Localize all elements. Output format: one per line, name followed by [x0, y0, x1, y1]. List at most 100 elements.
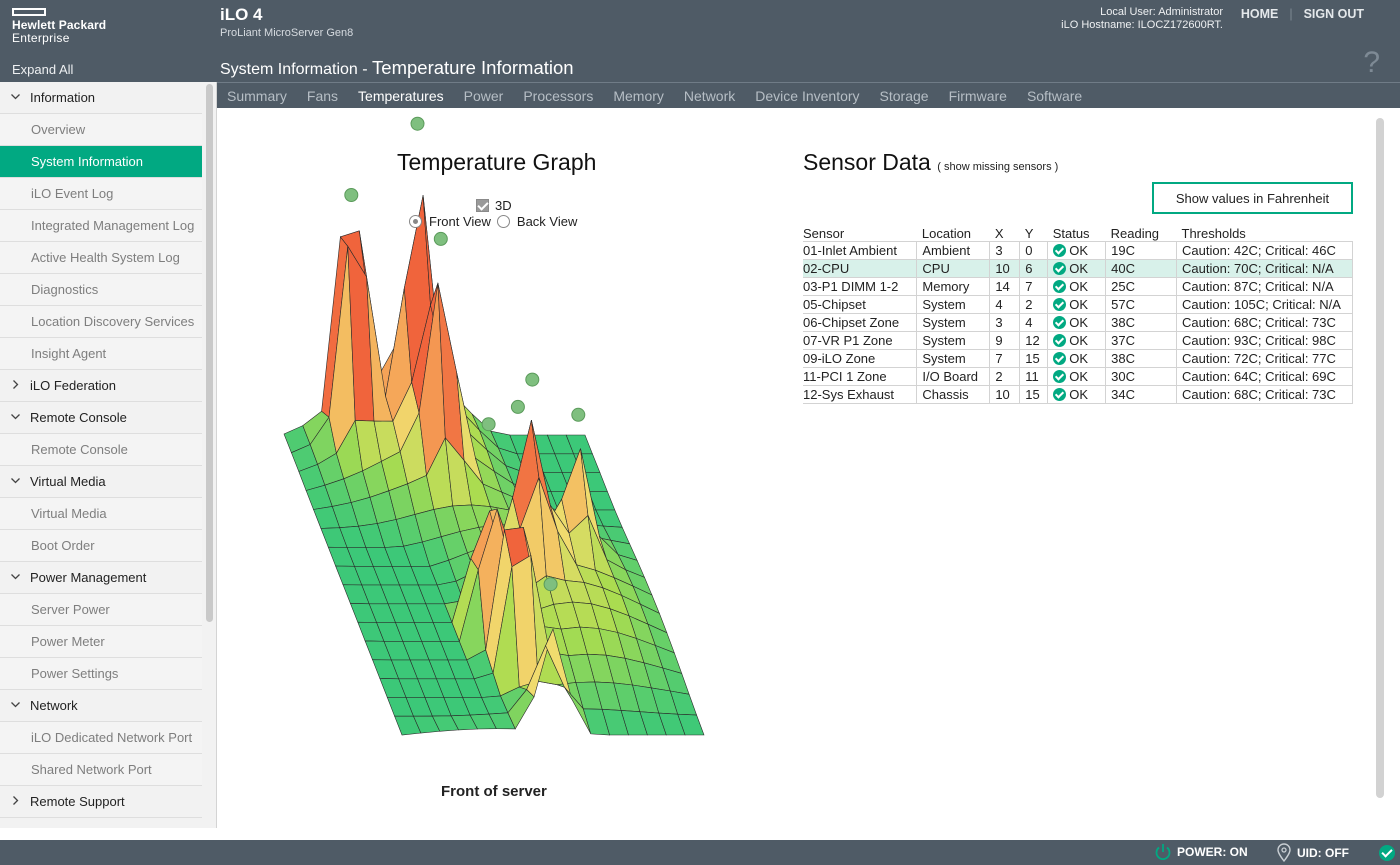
tab-firmware[interactable]: Firmware — [948, 88, 1007, 104]
surface-mesh — [283, 195, 705, 736]
column-header-sensor[interactable]: Sensor — [803, 226, 845, 241]
checkbox-3d[interactable] — [476, 199, 489, 212]
status-text: OK — [1069, 333, 1088, 348]
top-links: HOME | SIGN OUT — [1241, 7, 1364, 21]
sensor-row[interactable]: 05-Chipset System 4 2 OK 57C Caution: 105C; Cr… — [803, 295, 1353, 314]
sensor-marker[interactable] — [410, 116, 425, 131]
sidebar-item-active-health-system-log[interactable]: Active Health System Log — [0, 242, 202, 274]
sidebar-label: Overview — [31, 122, 86, 137]
radio-back-view[interactable] — [496, 215, 510, 228]
column-header-status[interactable]: Status — [1052, 226, 1090, 241]
column-header-thresholds[interactable]: Thresholds — [1181, 226, 1246, 241]
sidebar-item-system-information[interactable]: System Information — [0, 146, 202, 178]
sidebar-label: iLO Dedicated Network Port — [31, 730, 193, 745]
sidebar-section-information[interactable]: Information — [0, 82, 202, 114]
sign-out-link[interactable]: SIGN OUT — [1303, 7, 1364, 21]
sidebar-section-administration[interactable]: Administration — [0, 818, 202, 828]
sidebar-item-server-power[interactable]: Server Power — [0, 594, 202, 626]
column-header-y[interactable]: Y — [1024, 226, 1034, 241]
sensor-row[interactable]: 09-iLO Zone System 7 15 OK 38C Caution: 72C; C… — [803, 349, 1353, 368]
tab-processors[interactable]: Processors — [523, 88, 594, 104]
tab-power[interactable]: Power — [463, 88, 504, 104]
sidebar-item-overview[interactable]: Overview — [0, 114, 202, 146]
chevron-down-icon[interactable] — [10, 827, 22, 828]
health-ok-icon[interactable] — [1379, 845, 1395, 861]
sensor-cell-x: 14 — [989, 277, 1021, 296]
sidebar-item-power-meter[interactable]: Power Meter — [0, 626, 202, 658]
column-header-location[interactable]: Location — [921, 226, 972, 241]
sidebar-item-insight-agent[interactable]: Insight Agent — [0, 338, 202, 370]
column-header-reading[interactable]: Reading — [1110, 226, 1160, 241]
chevron-down-icon[interactable] — [10, 571, 22, 583]
sensor-marker[interactable] — [543, 577, 558, 592]
sensor-marker[interactable] — [344, 188, 359, 202]
status-text: OK — [1069, 387, 1088, 402]
sensor-row[interactable]: 01-Inlet Ambient Ambient 3 0 OK 19C Caution: 4… — [803, 241, 1353, 260]
main-scrollbar[interactable] — [1376, 118, 1384, 798]
sidebar-section-virtual-media[interactable]: Virtual Media — [0, 466, 202, 498]
tab-software[interactable]: Software — [1026, 88, 1083, 104]
uid-status[interactable]: UID: OFF — [1276, 843, 1349, 862]
sidebar-item-boot-order[interactable]: Boot Order — [0, 530, 202, 562]
chevron-down-icon[interactable] — [10, 411, 22, 423]
sidebar-item-virtual-media[interactable]: Virtual Media — [0, 498, 202, 530]
chevron-down-icon[interactable] — [10, 699, 22, 711]
sidebar-item-ilo-dedicated-network-port[interactable]: iLO Dedicated Network Port — [0, 722, 202, 754]
tab-fans[interactable]: Fans — [306, 88, 339, 104]
chevron-right-icon[interactable] — [10, 379, 22, 391]
sensor-row[interactable]: 06-Chipset Zone System 3 4 OK 38C Caution: 68C… — [803, 313, 1353, 332]
sidebar-section-remote-support[interactable]: Remote Support — [0, 786, 202, 818]
sidebar-section-ilo-federation[interactable]: iLO Federation — [0, 370, 202, 402]
sensor-marker[interactable] — [433, 231, 448, 246]
sensor-row[interactable]: 12-Sys Exhaust Chassis 10 15 OK 34C Caution: 6… — [803, 385, 1353, 404]
sidebar-item-remote-console[interactable]: Remote Console — [0, 434, 202, 466]
chevron-down-icon[interactable] — [10, 475, 22, 487]
help-icon[interactable]: ? — [1363, 46, 1380, 79]
option-3d[interactable]: 3D — [476, 198, 512, 213]
sensor-cell-location: Memory — [916, 277, 991, 296]
column-header-x[interactable]: X — [994, 226, 1004, 241]
show-missing-sensors-link[interactable]: ( show missing sensors ) — [937, 161, 1059, 173]
sensor-cell-sensor: 05-Chipset — [803, 295, 918, 314]
expand-all-link[interactable]: Expand All — [12, 62, 74, 77]
sidebar-item-shared-network-port[interactable]: Shared Network Port — [0, 754, 202, 786]
show-fahrenheit-button[interactable]: Show values in Fahrenheit — [1152, 182, 1353, 214]
sidebar-item-power-settings[interactable]: Power Settings — [0, 658, 202, 690]
sidebar-item-integrated-management-log[interactable]: Integrated Management Log — [0, 210, 202, 242]
sidebar-scrollbar[interactable] — [206, 84, 213, 622]
sensor-cell-reading: 57C — [1105, 295, 1177, 314]
tab-network[interactable]: Network — [683, 88, 736, 104]
sensor-cell-location: System — [916, 313, 991, 332]
sidebar-item-location-discovery-services[interactable]: Location Discovery Services — [0, 306, 202, 338]
sidebar-item-ilo-event-log[interactable]: iLO Event Log — [0, 178, 202, 210]
chevron-down-icon[interactable] — [10, 91, 22, 103]
sensor-cell-y: 4 — [1019, 313, 1049, 332]
sensor-marker[interactable] — [571, 407, 586, 422]
radio-front-view[interactable] — [409, 215, 422, 228]
tab-storage[interactable]: Storage — [879, 88, 929, 104]
sensor-cell-x: 7 — [989, 349, 1021, 368]
status-ok-icon — [1053, 316, 1067, 329]
power-status[interactable]: POWER: ON — [1154, 843, 1248, 861]
tab-temperatures[interactable]: Temperatures — [358, 88, 444, 104]
sidebar-section-network[interactable]: Network — [0, 690, 202, 722]
sensor-table-header: Sensor Location X Y Status Reading Thresholds — [803, 225, 1353, 242]
sidebar-section-remote-console[interactable]: Remote Console — [0, 402, 202, 434]
tab-memory[interactable]: Memory — [613, 88, 664, 104]
hpe-logo[interactable]: Hewlett Packard Enterprise — [12, 8, 106, 45]
sensor-row[interactable]: 07-VR P1 Zone System 9 12 OK 37C Caution: 93C;… — [803, 331, 1353, 350]
sidebar-item-diagnostics[interactable]: Diagnostics — [0, 274, 202, 306]
home-link[interactable]: HOME — [1240, 7, 1279, 21]
sensor-marker[interactable] — [525, 372, 540, 387]
sensor-marker[interactable] — [510, 399, 525, 414]
sensor-row[interactable]: 03-P1 DIMM 1-2 Memory 14 7 OK 25C Caution: 87C… — [803, 277, 1353, 296]
sensor-marker[interactable] — [481, 417, 496, 432]
sensor-row[interactable]: 11-PCI 1 Zone I/O Board 2 11 OK 30C Caution: 6… — [803, 367, 1353, 386]
sensor-cell-thresholds: Caution: 68C; Critical: 73C — [1176, 385, 1353, 404]
tab-summary[interactable]: Summary — [227, 88, 287, 104]
sidebar-section-power-management[interactable]: Power Management — [0, 562, 202, 594]
sensor-row[interactable]: 02-CPU CPU 10 6 OK 40C Caution: 70C; Critical:… — [803, 259, 1353, 278]
temperature-graph-3d[interactable] — [217, 108, 777, 828]
tab-device-inventory[interactable]: Device Inventory — [755, 88, 860, 104]
chevron-right-icon[interactable] — [10, 795, 22, 807]
